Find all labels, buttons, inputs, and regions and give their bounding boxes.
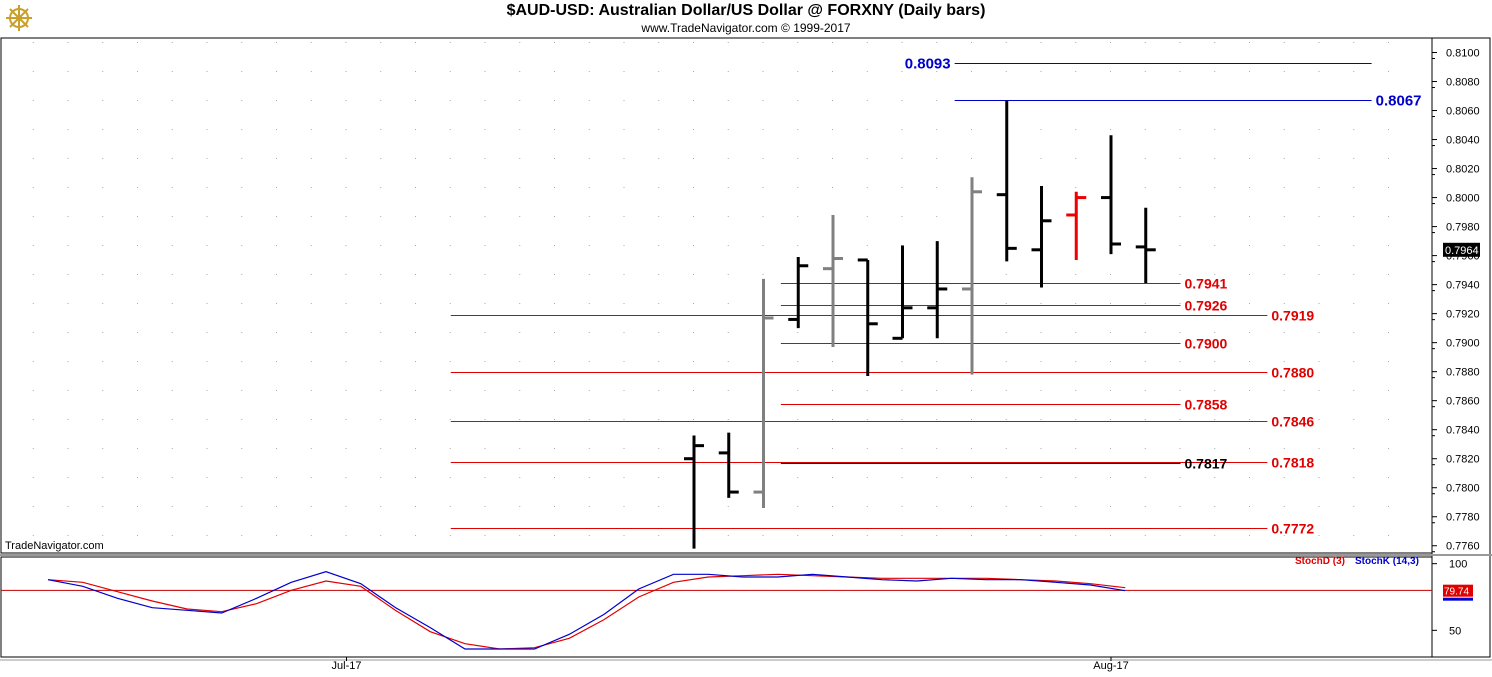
y-tick-label: 0.7860 — [1446, 396, 1480, 408]
stoch-last-value-label: 79.74 — [1444, 587, 1469, 598]
y-tick-label: 0.8100 — [1446, 48, 1480, 60]
x-tick-label: Aug-17 — [1093, 660, 1128, 672]
y-tick-label: 0.7780 — [1446, 512, 1480, 524]
level-label: 0.7919 — [1271, 308, 1314, 324]
stoch-panel — [0, 556, 1433, 658]
last-price-label: 0.7964 — [1445, 245, 1479, 257]
stoch-k-marker — [1443, 597, 1473, 601]
ohlc-bar — [718, 432, 739, 498]
price-axis — [1431, 37, 1491, 658]
stoch-y-tick-label: 100 — [1449, 559, 1467, 571]
y-tick-label: 0.7880 — [1446, 367, 1480, 379]
y-tick-label: 0.8020 — [1446, 164, 1480, 176]
y-tick-label: 0.7820 — [1446, 454, 1480, 466]
price-panel — [0, 37, 1433, 554]
ohlc-bar — [927, 241, 948, 339]
ohlc-bar — [1066, 191, 1087, 260]
ohlc-bar — [753, 278, 774, 509]
level-label: 0.7880 — [1271, 365, 1314, 381]
ohlc-bar — [1031, 185, 1052, 288]
level-label: 0.7900 — [1185, 336, 1228, 352]
stoch-last-value-box — [1443, 584, 1473, 597]
level-label: 0.8067 — [1376, 93, 1422, 110]
y-tick-label: 0.7840 — [1446, 425, 1480, 437]
y-tick-label: 0.7800 — [1446, 483, 1480, 495]
y-tick-label: 0.8040 — [1446, 135, 1480, 147]
ship-wheel-logo-icon — [6, 5, 32, 31]
x-tick-label: Jul-17 — [332, 660, 362, 672]
ohlc-bar — [823, 214, 843, 347]
level-label: 0.7926 — [1185, 298, 1228, 314]
y-tick-label: 0.8060 — [1446, 106, 1480, 118]
ohlc-bar — [857, 258, 878, 377]
y-tick-label: 0.8000 — [1446, 193, 1480, 205]
y-tick-label: 0.8080 — [1446, 77, 1480, 89]
ohlc-bar — [1135, 207, 1156, 284]
ohlc-bar — [996, 100, 1017, 262]
chart-subtitle: www.TradeNavigator.com © 1999-2017 — [641, 21, 851, 35]
ohlc-bar — [892, 245, 913, 340]
level-label: 0.7941 — [1185, 276, 1228, 292]
stoch-y-tick-label: 50 — [1449, 625, 1461, 637]
level-label: 0.7818 — [1271, 455, 1314, 471]
ohlc-bar — [1101, 135, 1121, 255]
watermark-text: TradeNavigator.com — [5, 540, 104, 552]
y-tick-label: 0.7900 — [1446, 338, 1480, 350]
ohlc-bar — [788, 257, 809, 329]
stoch-series-line — [47, 571, 1126, 650]
level-label: 0.7846 — [1271, 414, 1314, 430]
y-tick-label: 0.7940 — [1446, 280, 1480, 292]
stoch-legend-k: StochK (14,3) — [1355, 556, 1419, 567]
y-tick-label: 0.7760 — [1446, 541, 1480, 553]
ohlc-bar — [962, 177, 982, 375]
y-tick-label: 0.7920 — [1446, 309, 1480, 321]
level-label: 0.7772 — [1271, 521, 1314, 537]
title-bar: $AUD-USD: Australian Dollar/US Dollar @ … — [0, 0, 1492, 38]
last-price-box — [1443, 242, 1480, 257]
level-label: 0.8093 — [905, 56, 951, 73]
stoch-legend-d: StochD (3) — [1295, 556, 1345, 567]
chart-title: $AUD-USD: Australian Dollar/US Dollar @ … — [506, 2, 986, 19]
level-label: 0.7817 — [1185, 456, 1228, 472]
ohlc-bar — [684, 435, 704, 549]
y-tick-label: 0.7980 — [1446, 222, 1480, 234]
level-label: 0.7858 — [1185, 397, 1228, 413]
